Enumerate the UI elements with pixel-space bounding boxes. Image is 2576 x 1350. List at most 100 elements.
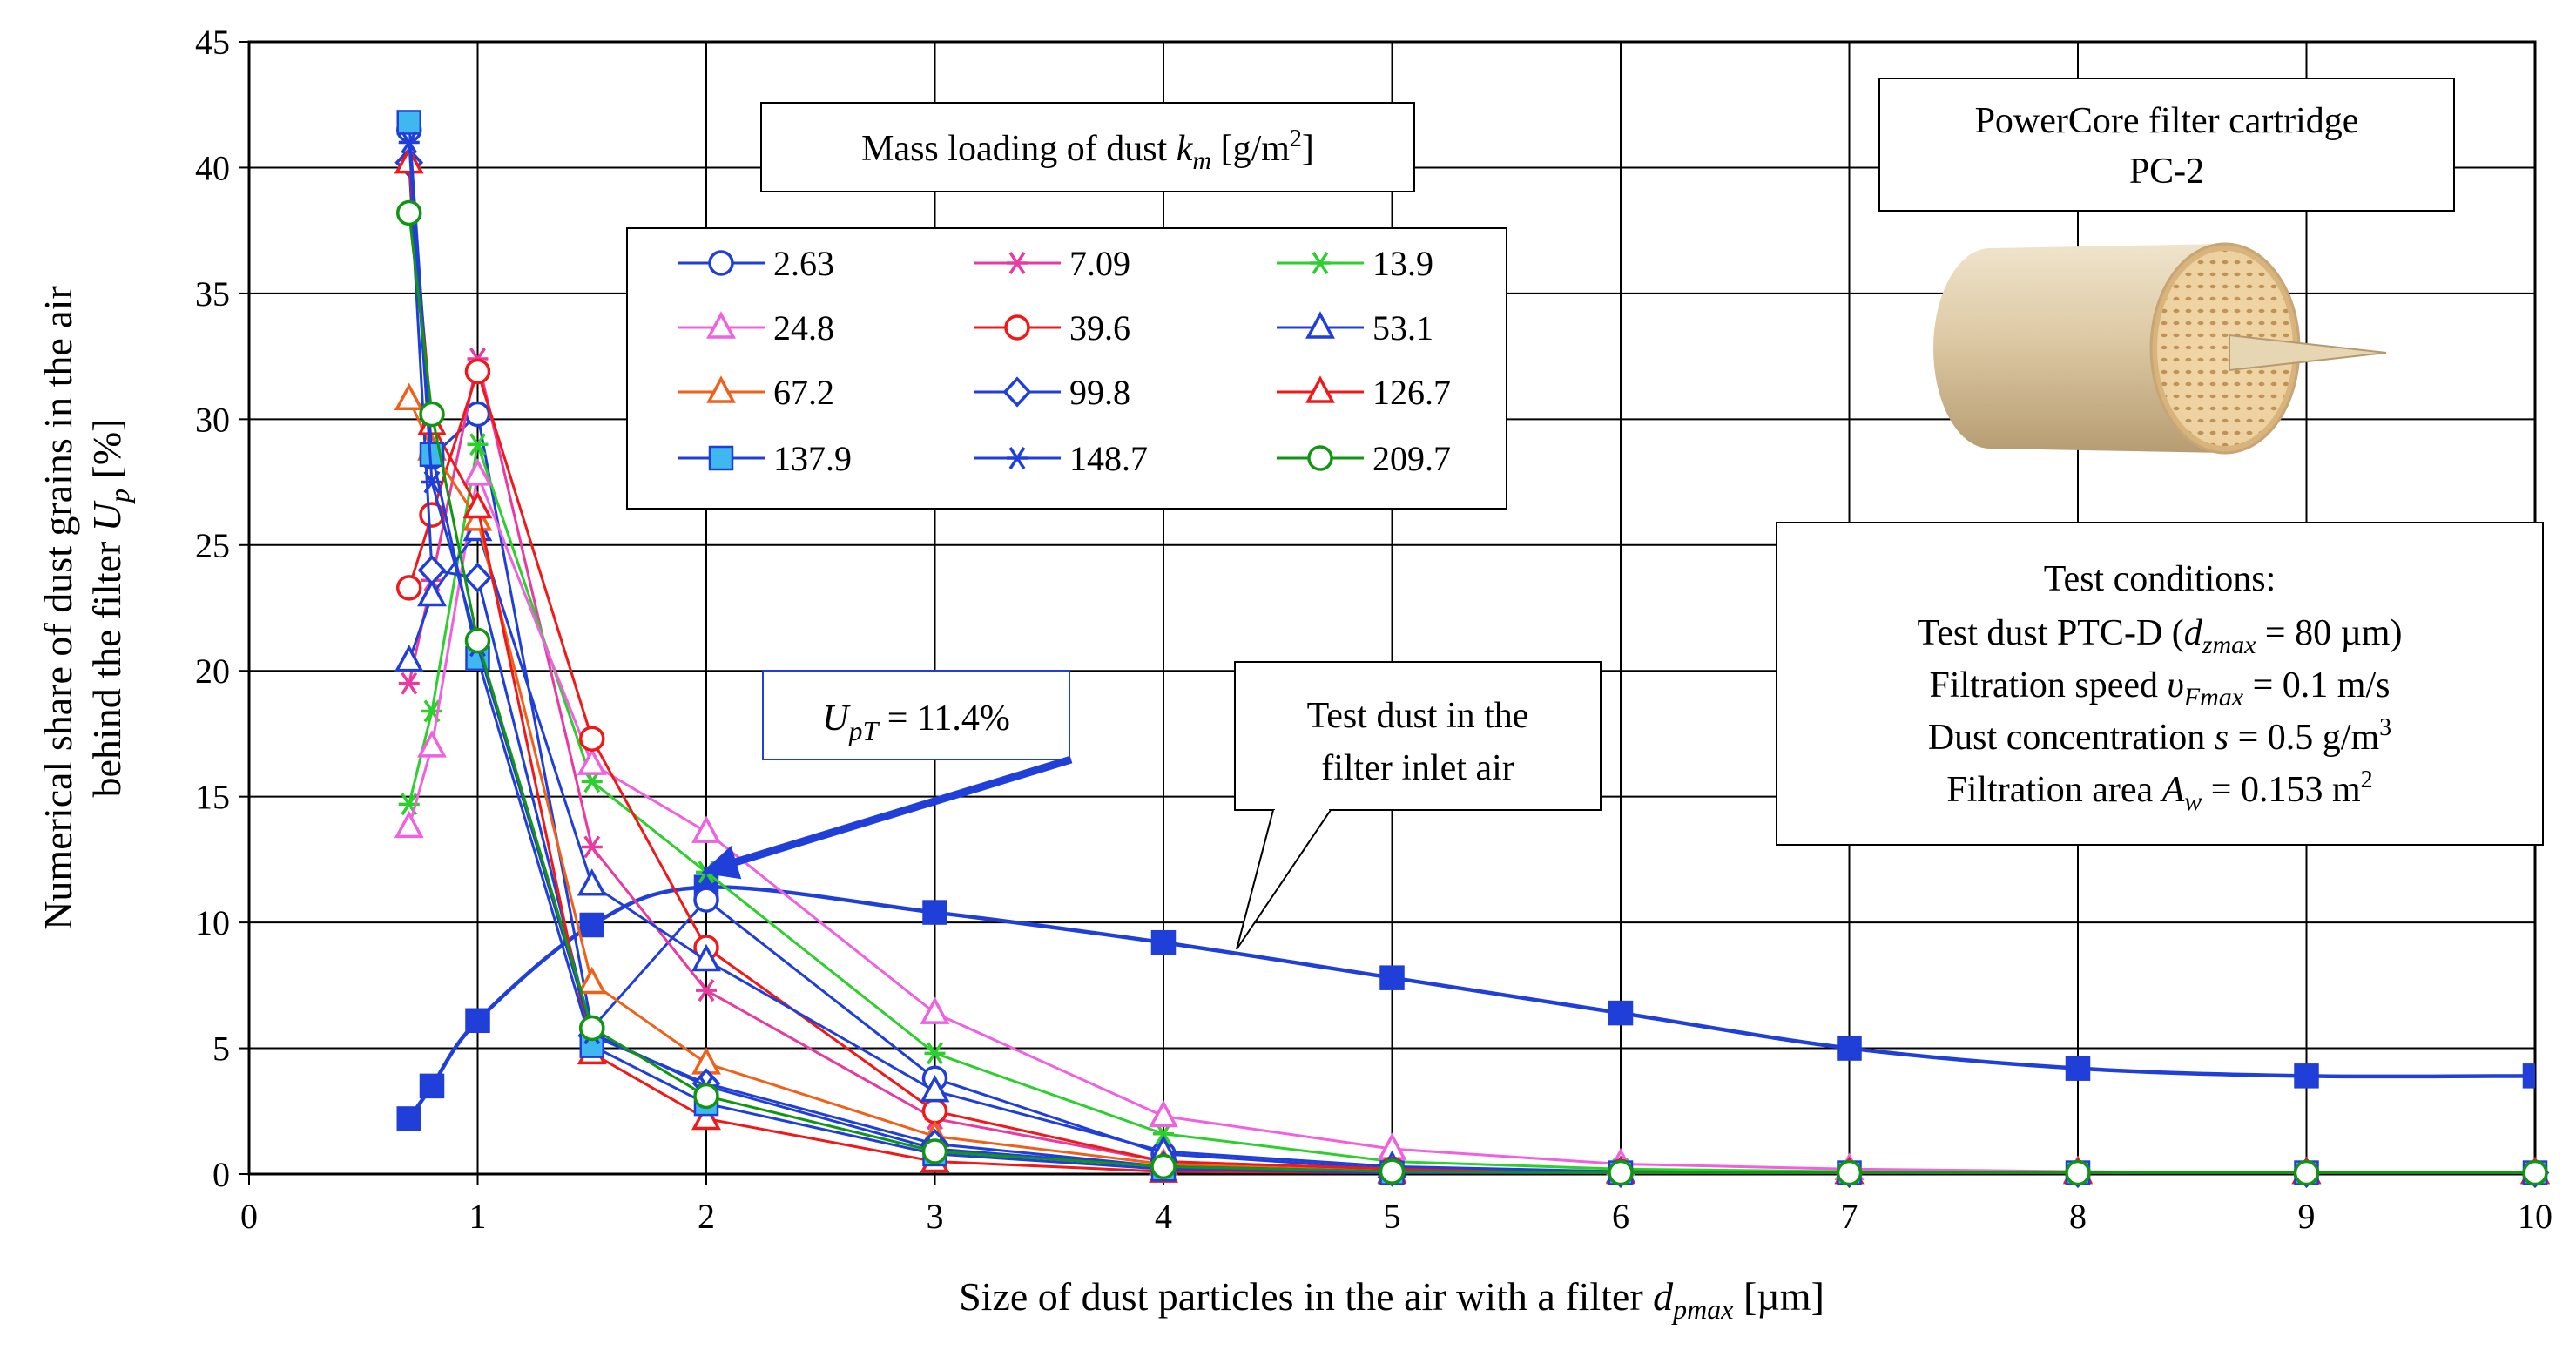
legend-entry-7.09: 7.09: [974, 244, 1130, 283]
test-dust-point: [1837, 1036, 1862, 1061]
data-point: [462, 458, 493, 486]
x-tick-label: 9: [2298, 1197, 2316, 1236]
test-conditions-line4: Filtration area Aw = 0.153 m2: [1946, 766, 2372, 816]
test-dust-point: [2522, 1063, 2535, 1089]
data-point: [1379, 1158, 1406, 1185]
data-point: [693, 887, 719, 913]
y-tick-label: 15: [195, 778, 230, 817]
legend-label: 53.1: [1372, 308, 1433, 348]
legend-marker: [1310, 252, 1331, 274]
y-tick-label: 10: [195, 903, 230, 942]
y-tick-label: 40: [195, 148, 230, 187]
legend-entry-99.8: 99.8: [974, 373, 1130, 412]
series-group: [394, 110, 2550, 1189]
data-point: [920, 1074, 950, 1103]
legend-entry-39.6: 39.6: [974, 308, 1130, 348]
test-dust-point: [419, 1073, 445, 1099]
x-tick-label: 0: [240, 1197, 258, 1236]
upt-annotation-text: UpT = 11.4%: [822, 699, 1010, 746]
upt-arrow-head: [701, 846, 742, 880]
legend-label: 2.63: [773, 244, 834, 283]
legend-marker: [1307, 445, 1333, 471]
data-point: [419, 502, 445, 528]
data-point: [462, 490, 493, 519]
test-conditions-box: [1776, 522, 2544, 846]
test-conditions-line3: Dust concentration s = 0.5 g/m3: [1928, 714, 2391, 758]
test-conditions-line1: Test dust PTC-D (dzmax = 80 µm): [1918, 613, 2403, 659]
data-point: [1836, 1159, 1863, 1186]
data-point: [691, 943, 721, 972]
legend-marker: [1007, 447, 1028, 469]
x-tick-label: 8: [2069, 1197, 2087, 1236]
legend-label: 39.6: [1069, 308, 1130, 348]
x-tick-label: 5: [1384, 1197, 1401, 1236]
data-point: [577, 868, 607, 896]
cartridge-title-box: [1878, 78, 2455, 212]
data-point: [464, 358, 491, 385]
data-point: [577, 966, 607, 995]
legend-label: 209.7: [1372, 439, 1451, 478]
legend-box: [626, 227, 1507, 510]
data-point: [581, 835, 603, 859]
test-dust-callout-line2: filter inlet air: [1321, 748, 1514, 788]
data-point: [396, 575, 422, 601]
y-tick-label: 45: [195, 23, 230, 62]
legend-marker: [708, 250, 734, 276]
x-tick-label: 3: [927, 1197, 944, 1236]
test-dust-point: [1150, 929, 1177, 955]
legend-label: 148.7: [1069, 439, 1148, 478]
data-point: [1608, 1159, 1634, 1186]
test-dust-callout-box: [1234, 661, 1602, 811]
data-point: [691, 1102, 721, 1131]
test-conditions-heading: Test conditions:: [2044, 559, 2276, 599]
x-tick-label: 10: [2518, 1197, 2552, 1236]
x-tick-label: 7: [1841, 1197, 1858, 1236]
filter-cartridge-image: [1933, 242, 2387, 455]
y-tick-label: 20: [195, 651, 230, 691]
test-dust-callout-line1: Test dust in the: [1307, 696, 1529, 736]
data-point: [2293, 1159, 2320, 1186]
data-point: [394, 810, 424, 839]
data-point: [467, 433, 489, 456]
x-tick-label: 4: [1155, 1197, 1172, 1236]
data-point: [579, 1015, 605, 1042]
data-point: [693, 1083, 719, 1110]
data-point: [1149, 1099, 1178, 1128]
data-point: [696, 979, 717, 1002]
x-axis: 0 1 2 3 4 5 6 7 8 9 10: [240, 1174, 2552, 1236]
test-dust-point: [465, 1008, 490, 1034]
data-point: [394, 644, 424, 672]
upt-annotation-box: [762, 670, 1070, 760]
legend-marker: [1305, 311, 1335, 339]
legend-marker: [1305, 375, 1335, 403]
legend-marker: [1004, 314, 1030, 341]
x-axis-title: Size of dust particles in the air with a…: [959, 1274, 1824, 1325]
test-dust-point: [922, 900, 947, 925]
data-point: [924, 1042, 946, 1065]
legend-marker: [706, 375, 736, 403]
data-point: [417, 578, 447, 607]
y-tick-label: 5: [212, 1029, 230, 1069]
test-dust-point: [2294, 1063, 2319, 1089]
data-point: [577, 747, 607, 775]
y-axis-title-group: Numerical share of dust grains in the ai…: [36, 286, 135, 930]
legend-entry-67.2: 67.2: [678, 373, 834, 412]
test-dust-callout-pointer: [1236, 809, 1332, 950]
test-dust-point: [1379, 965, 1405, 990]
legend-entry-137.9: 137.9: [678, 439, 852, 478]
data-point: [394, 382, 424, 410]
legend: 2.63 7.09 13.9 24.8 39.6 53.1 67.2 99.8 126.7 137…: [678, 244, 1451, 478]
y-tick-label: 30: [195, 400, 230, 439]
x-tick-label: 2: [698, 1197, 715, 1236]
legend-entry-13.9: 13.9: [1277, 244, 1433, 283]
legend-label: 24.8: [773, 308, 834, 348]
test-dust-point: [579, 912, 604, 938]
legend-label: 7.09: [1069, 244, 1130, 283]
data-point: [2522, 1159, 2548, 1186]
data-point: [463, 562, 492, 593]
legend-entry-148.7: 148.7: [974, 439, 1148, 478]
legend-marker: [1007, 252, 1028, 274]
legend-label: 13.9: [1372, 244, 1433, 283]
data-point: [920, 996, 950, 1024]
